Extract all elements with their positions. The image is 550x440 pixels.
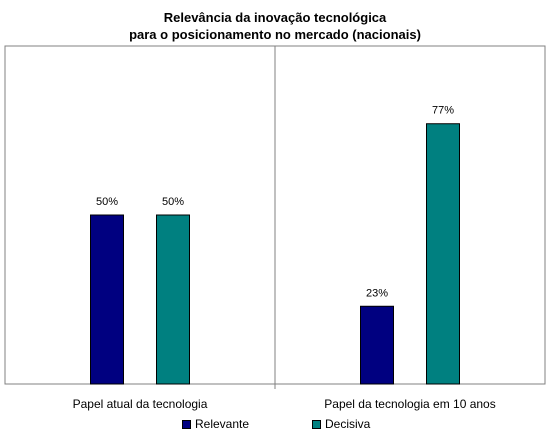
- legend: Relevante Decisiva: [0, 417, 550, 433]
- bar-relevante-0: [90, 214, 124, 385]
- category-label-1: Papel da tecnologia em 10 anos: [324, 397, 495, 411]
- legend-item-decisiva: Decisiva: [312, 417, 370, 431]
- legend-label-relevante: Relevante: [195, 417, 250, 431]
- legend-label-decisiva: Decisiva: [325, 417, 371, 431]
- data-label-relevante-0: 50%: [96, 196, 118, 208]
- category-label-0: Papel atual da tecnologia: [73, 397, 208, 411]
- legend-item-relevante: Relevante: [182, 417, 249, 431]
- chart-subtitle: para o posicionamento no mercado (nacion…: [129, 27, 421, 42]
- legend-swatch-relevante: [182, 419, 191, 429]
- chart-title: Relevância da inovação tecnológica: [163, 10, 387, 25]
- data-label-decisiva-1: 77%: [432, 105, 454, 117]
- bar-decisiva-1: [426, 123, 460, 385]
- bar-relevante-1: [360, 305, 394, 385]
- legend-swatch-decisiva: [312, 419, 321, 429]
- bar-decisiva-0: [156, 214, 190, 385]
- data-label-relevante-1: 23%: [366, 287, 388, 299]
- data-label-decisiva-0: 50%: [162, 196, 184, 208]
